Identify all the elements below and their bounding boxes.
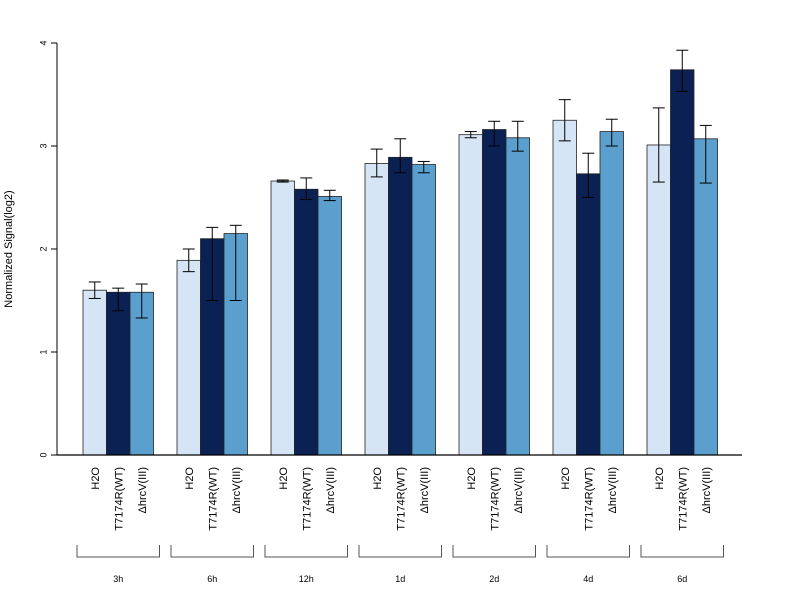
error-bars (88, 49, 712, 319)
category-label: 6d (677, 574, 687, 584)
bar (482, 129, 507, 456)
bar-labels: H2O T7174R(WT) ΔhrcV(III) H2O T7174R(WT) Δhrc… (90, 467, 713, 531)
bar (294, 188, 319, 456)
group-bracket (76, 545, 160, 558)
bar-series-label: ΔhrcV(III) (231, 467, 243, 513)
y-axis: 0 1 2 3 4 (38, 40, 58, 458)
bar-series-label: ΔhrcV(III) (419, 467, 431, 513)
bar (317, 196, 342, 456)
bar (670, 69, 695, 456)
bar-series-label: H2O (654, 467, 666, 490)
category-label: 1d (395, 574, 405, 584)
bar-series-label: ΔhrcV(III) (513, 467, 525, 513)
bar-series-label: ΔhrcV(III) (137, 467, 149, 513)
bar (411, 164, 436, 456)
bar-series-label: H2O (466, 467, 478, 490)
group-bracket (264, 545, 348, 558)
category-label: 2d (489, 574, 499, 584)
bar (576, 173, 601, 456)
bar-series-label: T7174R(WT) (489, 467, 501, 531)
bar (364, 163, 389, 456)
bar-series-label: H2O (560, 467, 572, 490)
y-tick-label: 4 (38, 40, 48, 45)
bar-series-label: T7174R(WT) (677, 467, 689, 531)
bar-series-label: H2O (278, 467, 290, 490)
bar (552, 119, 577, 456)
bar (505, 137, 530, 456)
y-tick-label: 0 (38, 452, 48, 457)
bar-series-label: H2O (90, 467, 102, 490)
group-bracket (358, 545, 442, 558)
group-bracket (546, 545, 630, 558)
y-tick-label: 2 (38, 246, 48, 251)
bar-series-label: T7174R(WT) (395, 467, 407, 531)
bar-series-label: ΔhrcV(III) (701, 467, 713, 513)
bar-series-label: T7174R(WT) (301, 467, 313, 531)
group-bracket (170, 545, 254, 558)
bar (176, 259, 201, 456)
bar (693, 138, 718, 456)
y-tick-label: 3 (38, 143, 48, 148)
bar-series-label: ΔhrcV(III) (607, 467, 619, 513)
bar-series-label: T7174R(WT) (207, 467, 219, 531)
bar (599, 131, 624, 456)
bar (388, 156, 413, 456)
bar (646, 144, 671, 456)
category-label: 6h (207, 574, 217, 584)
bar (106, 291, 131, 456)
bar (82, 289, 107, 456)
bar-series-label: T7174R(WT) (583, 467, 595, 531)
category-label: 4d (583, 574, 593, 584)
bar-series-label: H2O (184, 467, 196, 490)
category-label: 12h (299, 574, 314, 584)
bar-series-label: T7174R(WT) (113, 467, 125, 531)
y-tick-label: 1 (38, 349, 48, 354)
group-brackets: 3h 6h 12h 1d 2d 4d 6d (76, 545, 724, 584)
group-bracket (640, 545, 724, 558)
y-axis-label: Normalized Signal(log2) (3, 190, 15, 307)
bar-series-label: H2O (372, 467, 384, 490)
group-bracket (452, 545, 536, 558)
bar (458, 134, 483, 456)
bar-series-label: ΔhrcV(III) (325, 467, 337, 513)
bar-groups (82, 69, 718, 456)
category-label: 3h (113, 574, 123, 584)
bar (270, 180, 295, 456)
